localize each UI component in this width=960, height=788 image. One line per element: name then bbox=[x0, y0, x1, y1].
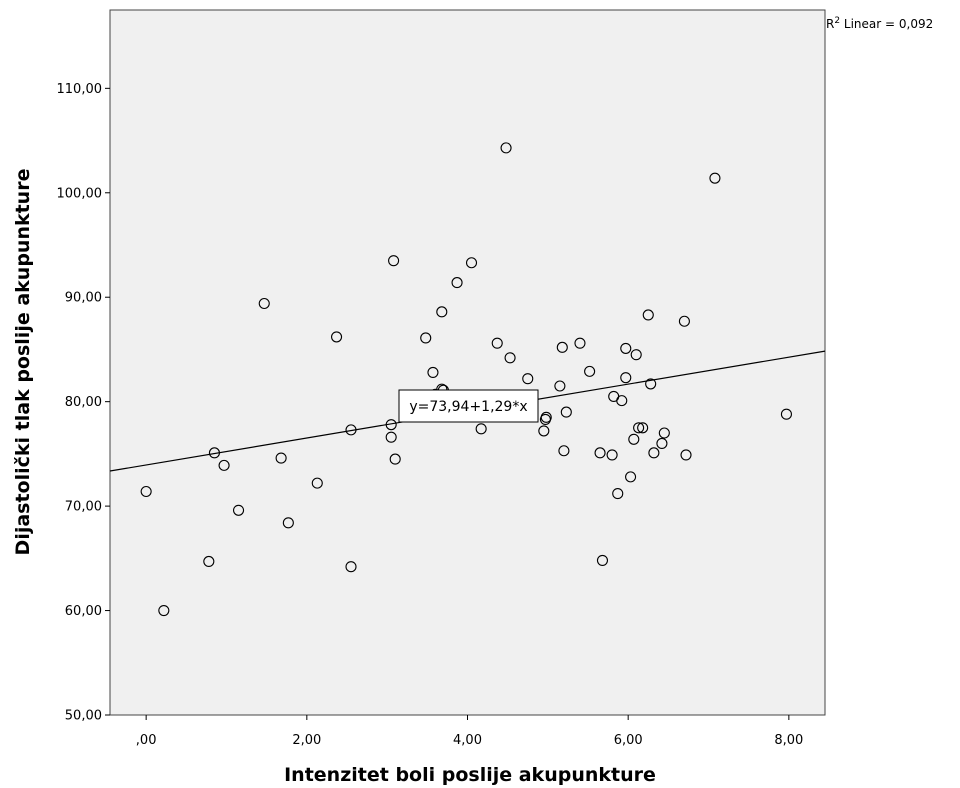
data-point bbox=[560, 406, 572, 418]
data-point bbox=[385, 419, 397, 431]
data-point bbox=[678, 315, 690, 327]
data-point bbox=[709, 172, 721, 184]
y-tick-label: 60,00 bbox=[65, 604, 102, 619]
data-point bbox=[540, 411, 552, 423]
data-point bbox=[232, 504, 245, 516]
plot-area bbox=[109, 9, 826, 716]
data-point bbox=[642, 309, 654, 321]
data-point bbox=[389, 453, 401, 465]
data-point bbox=[436, 306, 448, 318]
data-point bbox=[680, 449, 692, 461]
data-point bbox=[258, 297, 270, 310]
data-point bbox=[628, 433, 640, 445]
data-point bbox=[465, 257, 478, 269]
data-point bbox=[574, 337, 586, 349]
data-point bbox=[637, 422, 649, 434]
data-point bbox=[385, 431, 397, 443]
data-point bbox=[620, 372, 632, 384]
data-point bbox=[658, 427, 670, 439]
x-tick-label: 2,00 bbox=[292, 733, 321, 748]
y-tick-label: 70,00 bbox=[65, 500, 102, 515]
equation-label: y=73,94+1,29*x bbox=[409, 399, 527, 415]
data-point bbox=[331, 331, 343, 343]
y-tick-label: 80,00 bbox=[65, 395, 102, 410]
data-point bbox=[594, 447, 606, 459]
data-point bbox=[345, 424, 357, 436]
x-axis: ,00 2,00 4,00 6,00 8,00 bbox=[136, 715, 803, 748]
y-tick-label: 50,00 bbox=[65, 709, 102, 724]
data-point bbox=[648, 447, 660, 459]
y-tick-label: 90,00 bbox=[65, 291, 102, 306]
data-point bbox=[522, 373, 534, 385]
data-point bbox=[584, 365, 596, 377]
data-point bbox=[500, 142, 512, 154]
data-point bbox=[420, 332, 432, 344]
data-point bbox=[620, 342, 632, 354]
data-point bbox=[612, 488, 624, 500]
data-point bbox=[282, 517, 294, 529]
data-point bbox=[538, 425, 550, 437]
data-point bbox=[218, 459, 230, 471]
data-point bbox=[504, 352, 516, 364]
x-axis-title: Intenzitet boli poslije akupunkture bbox=[284, 764, 656, 786]
data-point bbox=[203, 555, 215, 568]
equation-box: y=73,94+1,29*x bbox=[398, 389, 539, 423]
data-point bbox=[606, 449, 618, 461]
data-point bbox=[451, 277, 463, 289]
data-point bbox=[645, 378, 657, 390]
r2-label-suffix: Linear = 0,092 bbox=[840, 17, 933, 31]
data-point bbox=[275, 452, 287, 464]
data-point bbox=[311, 477, 323, 489]
data-point bbox=[656, 437, 668, 449]
data-point bbox=[208, 447, 220, 459]
data-point bbox=[630, 349, 642, 361]
y-axis: 50,00 60,00 70,00 80,00 90,00 100,00 110,00 bbox=[57, 82, 110, 724]
data-point bbox=[345, 561, 357, 573]
equation-box-frame bbox=[398, 389, 539, 423]
data-point bbox=[427, 366, 439, 378]
data-point bbox=[616, 395, 628, 407]
x-tick-label: 4,00 bbox=[453, 733, 482, 748]
data-point bbox=[596, 554, 609, 566]
r2-label-prefix: R bbox=[826, 17, 834, 31]
data-point bbox=[475, 423, 487, 435]
x-tick-label: ,00 bbox=[136, 733, 157, 748]
x-tick-label: 6,00 bbox=[614, 733, 643, 748]
y-tick-label: 100,00 bbox=[57, 186, 103, 201]
data-point bbox=[625, 471, 637, 483]
data-point bbox=[780, 408, 792, 420]
data-point bbox=[158, 605, 170, 617]
data-point bbox=[633, 422, 645, 434]
y-tick-label: 110,00 bbox=[57, 82, 103, 97]
data-point bbox=[491, 337, 503, 349]
data-point bbox=[388, 255, 400, 267]
data-point bbox=[558, 445, 570, 457]
data-point bbox=[556, 341, 568, 353]
y-axis-title: Dijastolički tlak poslije akupunkture bbox=[12, 169, 34, 556]
r2-label-superscript: 2 bbox=[834, 16, 840, 26]
data-point bbox=[140, 485, 152, 498]
x-tick-label: 8,00 bbox=[774, 733, 803, 748]
r2-label: R2 Linear = 0,092 bbox=[826, 16, 933, 31]
data-point bbox=[554, 380, 566, 392]
